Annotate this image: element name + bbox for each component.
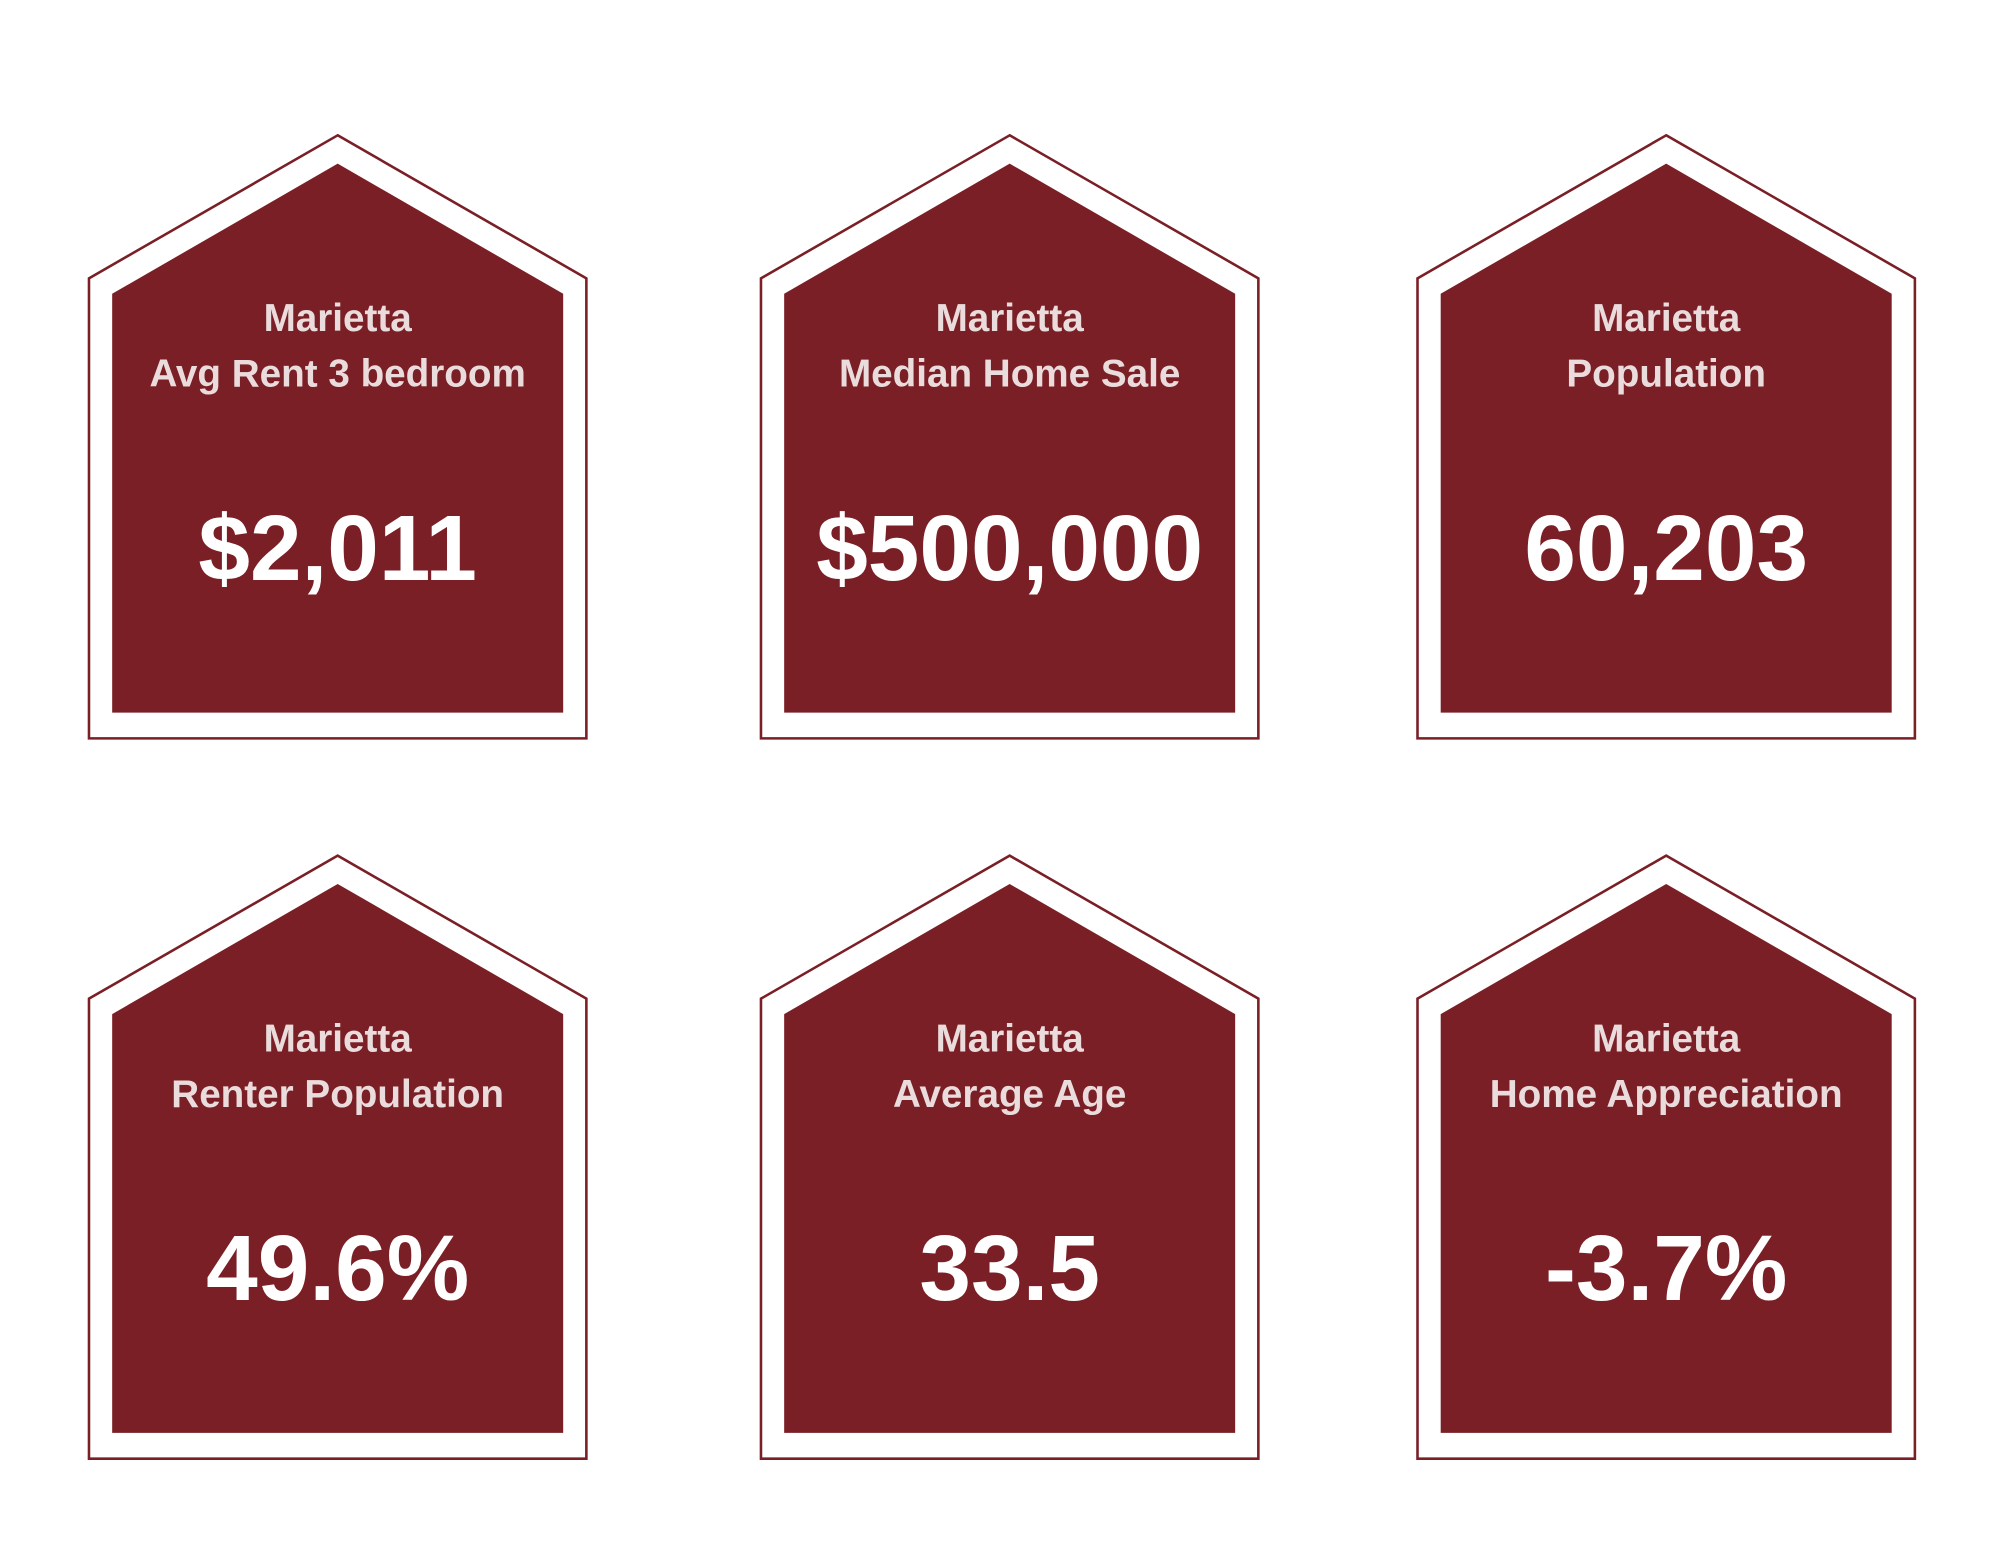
card-house — [784, 163, 1236, 713]
card-label: Renter Population — [171, 1073, 504, 1116]
card-label: Home Appreciation — [1490, 1073, 1843, 1116]
card-label: Average Age — [893, 1073, 1126, 1116]
card-city: Marietta — [936, 1017, 1085, 1060]
card-value: 60,203 — [1524, 496, 1808, 600]
card-house — [784, 883, 1236, 1433]
card-value: 33.5 — [919, 1216, 1100, 1320]
card-label: Median Home Sale — [839, 353, 1180, 396]
card-house — [1440, 883, 1892, 1433]
card-value: -3.7% — [1545, 1216, 1787, 1320]
card-house — [112, 883, 564, 1433]
card-value: $2,011 — [198, 496, 477, 600]
card-city: Marietta — [1592, 297, 1741, 340]
card-city: Marietta — [1592, 1017, 1741, 1060]
card-city: Marietta — [264, 297, 413, 340]
card-label: Population — [1566, 353, 1766, 396]
card-city: Marietta — [936, 297, 1085, 340]
card-house — [1440, 163, 1892, 713]
card-value: 49.6% — [206, 1216, 469, 1320]
card-house — [112, 163, 564, 713]
card-city: Marietta — [264, 1017, 413, 1060]
card-value: $500,000 — [816, 496, 1203, 600]
card-label: Avg Rent 3 bedroom — [149, 353, 525, 396]
